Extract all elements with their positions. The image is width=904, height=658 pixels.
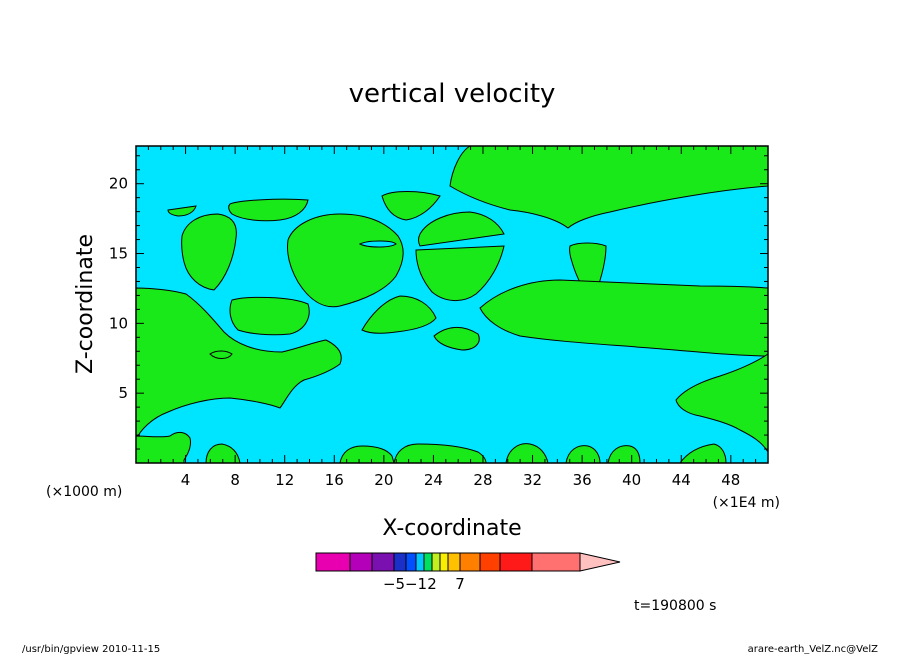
x-axis-label: X-coordinate xyxy=(382,516,521,541)
x-tick-label: 40 xyxy=(622,471,641,489)
contour-region-top-strip xyxy=(228,198,309,222)
time-label: t=190800 s xyxy=(634,598,716,614)
colorbar-box xyxy=(405,552,417,572)
y-tick-label: 10 xyxy=(109,314,128,332)
colorbar-box xyxy=(447,552,461,572)
x-tick-label: 44 xyxy=(672,471,691,489)
y-axis-unit: (×1000 m) xyxy=(46,484,122,500)
contour-speck-1 xyxy=(358,240,397,248)
x-tick-label: 20 xyxy=(374,471,393,489)
y-tick-label: 20 xyxy=(109,175,128,193)
colorbar-arrow xyxy=(579,552,621,572)
contour-region-middle-blob xyxy=(287,213,404,308)
colorbar-box xyxy=(371,552,395,572)
contour-region-bottom-left xyxy=(135,431,191,464)
x-axis-unit: (×1E4 m) xyxy=(713,495,780,511)
chart-title: vertical velocity xyxy=(349,79,556,109)
x-tick-label: 48 xyxy=(721,471,740,489)
y-tick-label: 15 xyxy=(109,245,128,263)
contour-region-left-mid-blob xyxy=(229,296,310,336)
x-tick-label: 36 xyxy=(573,471,592,489)
x-tick-label: 4 xyxy=(181,471,191,489)
plot-frame xyxy=(135,145,769,464)
contour-region-center-low xyxy=(433,327,480,351)
colorbar-labels: −5 −1 2 7 xyxy=(383,575,465,593)
colorbar-box xyxy=(393,552,407,572)
colorbar-box xyxy=(415,552,425,572)
colorbar-label: 7 xyxy=(455,575,465,593)
contour-region-lower-lens xyxy=(415,245,505,301)
contour-region-top-left-small xyxy=(167,205,197,217)
contour-region-cap-center xyxy=(381,191,441,221)
contour-region-bottom-7 xyxy=(679,443,727,464)
y-tick-label: 5 xyxy=(118,384,128,402)
contour-region-bottom-3 xyxy=(393,443,487,464)
x-tick-label: 32 xyxy=(523,471,542,489)
colorbar-label: 2 xyxy=(427,575,437,593)
colorbar-box xyxy=(459,552,481,572)
contour-region-left-large xyxy=(135,287,342,441)
colorbar-box xyxy=(499,552,533,572)
colorbar-box xyxy=(531,552,581,572)
footer-right: arare-earth_VelZ.nc@VelZ xyxy=(748,644,879,654)
x-axis-ticks: 4 8 12 16 20 24 28 32 36 40 44 48 xyxy=(147,146,757,489)
footer-left: /usr/bin/gpview 2010-11-15 xyxy=(22,644,160,654)
y-axis-ticks: 5 10 15 20 xyxy=(109,155,768,450)
contour-regions xyxy=(135,145,769,464)
contour-region-bottom-4 xyxy=(505,443,549,464)
contour-region-right-bottom xyxy=(675,353,769,454)
colorbar-box xyxy=(479,552,501,572)
contour-specks xyxy=(209,240,397,359)
x-tick-label: 24 xyxy=(424,471,443,489)
x-tick-label: 28 xyxy=(473,471,492,489)
contour-region-center-mid xyxy=(361,295,437,334)
colorbar-box xyxy=(431,552,441,572)
colorbar xyxy=(315,552,621,572)
contour-region-upper-lens xyxy=(418,211,505,247)
x-tick-label: 16 xyxy=(325,471,344,489)
contour-region-bottom-5 xyxy=(565,445,601,464)
colorbar-box xyxy=(315,552,351,572)
contour-region-left-upper-blob xyxy=(181,213,237,291)
y-axis-label: Z-coordinate xyxy=(73,234,98,374)
contour-speck-2 xyxy=(209,350,233,359)
colorbar-label: −5 xyxy=(383,575,405,593)
contour-region-bottom-2 xyxy=(339,445,395,464)
colorbar-label: −1 xyxy=(405,575,427,593)
x-tick-label: 12 xyxy=(275,471,294,489)
colorbar-box xyxy=(349,552,373,572)
colorbar-box xyxy=(439,552,449,572)
contour-region-bottom-1 xyxy=(205,443,241,464)
x-tick-label: 8 xyxy=(230,471,240,489)
colorbar-box xyxy=(423,552,433,572)
